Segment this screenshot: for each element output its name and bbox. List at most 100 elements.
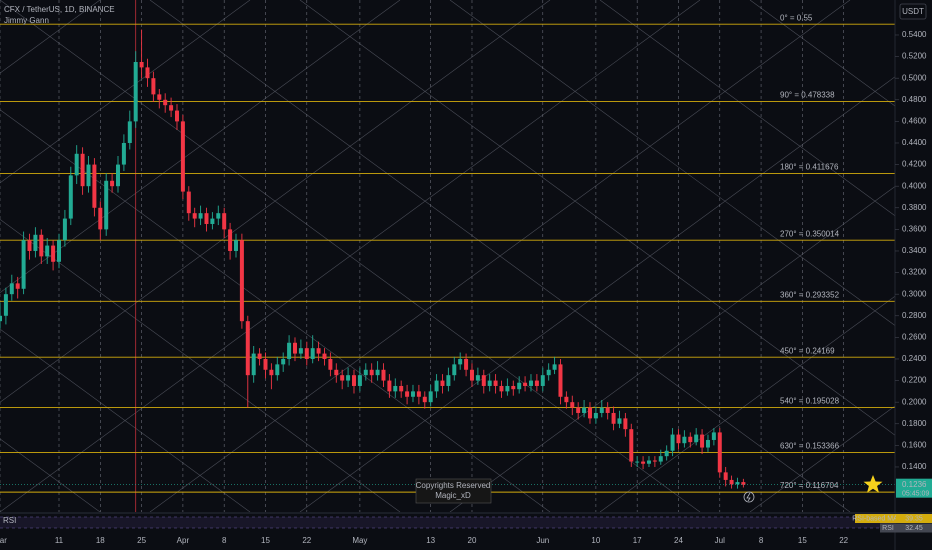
candle-body [652,460,657,462]
candle-body [133,61,138,122]
candle-body [369,369,374,376]
gann-level-label: 720° = 0.116704 [780,481,839,490]
rsi-title: RSI [3,516,16,525]
candle-body [723,472,728,480]
x-tick-label: May [352,536,367,545]
rsi-name: RSI [882,525,894,532]
candle-body [582,407,587,413]
rsi-value-tag [896,523,932,533]
candle-body [245,321,250,376]
watermark-line: Magic_xD [435,491,471,500]
candle-body [587,407,592,419]
fan-line [449,186,895,512]
x-tick-label: Mar [0,536,7,545]
watermark-line: Copyrights Reserved [416,481,491,490]
currency-button[interactable] [899,3,927,20]
y-tick-label: 0.1400 [902,462,927,471]
fan-line [149,0,851,512]
candle-body [216,213,221,219]
gann-level-label: 270° = 0.350014 [780,229,840,238]
currency-label: USDT [902,7,924,16]
fan-line [599,0,895,217]
y-tick-label: 0.2000 [902,397,927,406]
candle-body [576,407,581,413]
candle-body [151,78,156,95]
gann-fan [0,0,895,512]
symbol-title: CFX / TetherUS, 1D, BINANCE [4,5,115,14]
candle-body [9,283,14,295]
candle-body [298,348,303,354]
candle-body [410,391,415,397]
candle-body [729,479,734,485]
bolt-icon[interactable] [743,491,755,503]
candle-body [180,121,185,192]
candle-body [670,434,675,451]
x-tick-label: 10 [591,536,600,545]
x-tick-label: 20 [468,536,477,545]
candle-body [664,450,669,457]
x-tick-label: Jul [715,536,725,545]
candle-body [446,375,451,386]
candle-body [80,153,85,187]
candle-body [617,418,622,424]
y-tick-label: 0.4200 [902,160,927,169]
candle-body [239,240,244,322]
candle-body [121,142,126,165]
gann-level-label: 90° = 0.478338 [780,91,835,100]
y-tick-label: 0.5000 [902,73,927,82]
candle-body [458,358,463,365]
candle-body [523,382,528,386]
candle-body [558,364,563,397]
x-tick-label: Jun [536,536,549,545]
gann-level-label: 360° = 0.293352 [780,290,840,299]
candle-body [269,369,274,376]
bolt-glyph [746,492,751,502]
candle-body [688,436,693,443]
candle-body [623,418,628,430]
candle-body [287,342,292,359]
countdown-label: 05:45:09 [902,491,929,498]
candle-body [464,358,469,370]
candle-body [198,213,203,219]
fan-line [0,0,401,293]
candle-body [469,369,474,381]
candle-body [428,391,433,403]
axis-background [895,0,932,550]
candle-body [163,99,168,106]
gann-level-label: 630° = 0.153366 [780,442,840,451]
candle-body [593,412,598,419]
x-tick-label: 8 [759,536,764,545]
candle-body [86,164,91,187]
star-icon[interactable] [863,475,883,493]
candle-body [705,439,710,448]
candle-body [711,432,716,440]
candle-body [605,407,610,413]
fan-line [0,0,551,403]
candle-body [682,436,687,444]
x-tick-label: 15 [798,536,807,545]
candle-body [127,121,132,143]
y-tick-label: 0.3600 [902,224,927,233]
candle-body [534,380,539,386]
gann-level-label: 180° = 0.411676 [780,163,839,172]
candle-body [56,240,61,262]
y-tick-label: 0.5200 [902,52,927,61]
candle-body [351,375,356,386]
fan-line [0,0,701,512]
time-axis: Mar 11 18 25 Apr 8 15 22 May 13 20 Jun 10 17 24 Jul 8 15 2… [0,536,849,545]
rsi-band [0,517,895,528]
x-tick-label: 22 [302,536,311,545]
y-tick-label: 0.2800 [902,311,927,320]
x-tick-label: 13 [426,536,435,545]
rsi-ma-tag [855,514,896,523]
candle-body [281,358,286,365]
fan-line [0,328,251,512]
x-tick-label: 15 [261,536,270,545]
candle-body [611,412,616,424]
x-tick-label: 24 [674,536,683,545]
gann-level-label: 450° = 0.24169 [780,346,835,355]
candle-body [700,434,705,448]
candle-body [629,429,634,462]
candle-body [310,348,315,359]
